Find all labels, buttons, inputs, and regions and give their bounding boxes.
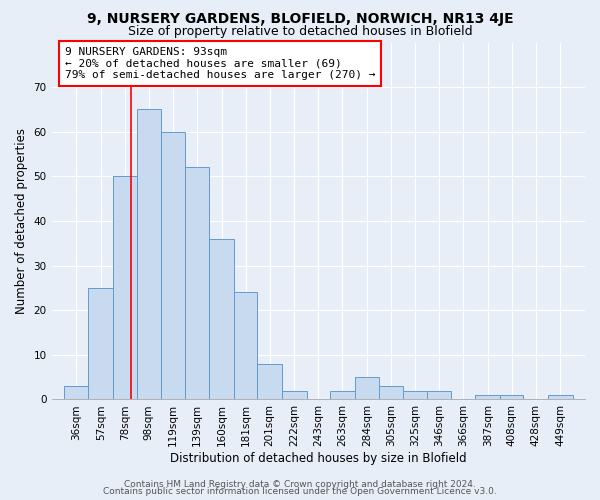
- Y-axis label: Number of detached properties: Number of detached properties: [15, 128, 28, 314]
- Bar: [282, 390, 307, 400]
- Bar: [379, 386, 403, 400]
- Bar: [161, 132, 185, 400]
- Bar: [137, 110, 161, 400]
- Text: 9, NURSERY GARDENS, BLOFIELD, NORWICH, NR13 4JE: 9, NURSERY GARDENS, BLOFIELD, NORWICH, N…: [86, 12, 514, 26]
- Bar: [209, 239, 234, 400]
- Bar: [355, 377, 379, 400]
- Bar: [330, 390, 355, 400]
- Bar: [427, 390, 451, 400]
- Bar: [88, 288, 113, 400]
- Bar: [234, 292, 257, 400]
- X-axis label: Distribution of detached houses by size in Blofield: Distribution of detached houses by size …: [170, 452, 467, 465]
- Bar: [113, 176, 137, 400]
- Bar: [64, 386, 88, 400]
- Text: Contains public sector information licensed under the Open Government Licence v3: Contains public sector information licen…: [103, 487, 497, 496]
- Text: Contains HM Land Registry data © Crown copyright and database right 2024.: Contains HM Land Registry data © Crown c…: [124, 480, 476, 489]
- Bar: [185, 168, 209, 400]
- Text: 9 NURSERY GARDENS: 93sqm
← 20% of detached houses are smaller (69)
79% of semi-d: 9 NURSERY GARDENS: 93sqm ← 20% of detach…: [65, 47, 376, 80]
- Bar: [548, 395, 572, 400]
- Bar: [475, 395, 500, 400]
- Bar: [257, 364, 282, 400]
- Bar: [500, 395, 523, 400]
- Text: Size of property relative to detached houses in Blofield: Size of property relative to detached ho…: [128, 25, 472, 38]
- Bar: [403, 390, 427, 400]
